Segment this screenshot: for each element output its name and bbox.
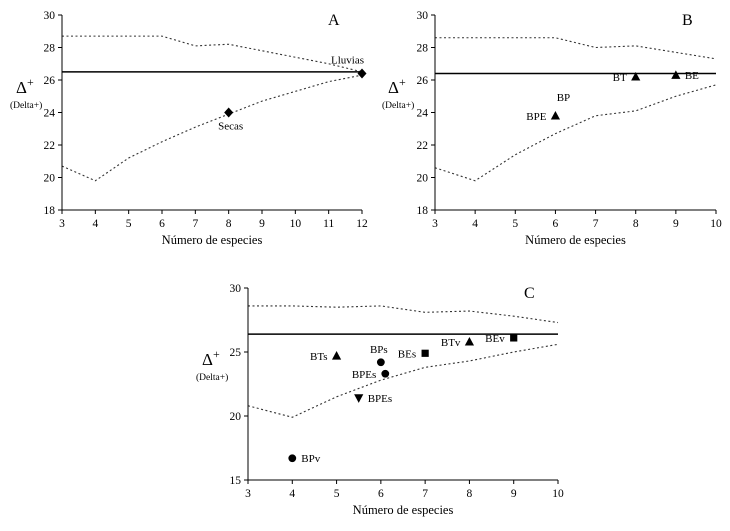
lower-confidence-limit-line [247, 343, 559, 418]
point-label: BTs [310, 351, 328, 363]
panel-letter: C [524, 285, 535, 302]
x-tick-label: 6 [159, 218, 165, 230]
diamond-marker [224, 107, 234, 118]
chart-panel-b: 18 20 22 24 26 28 30 3 4 5 6 7 8 9 10 BPE BP BT BE Δ+ (Delta… [378, 3, 728, 255]
x-tick-label: 9 [259, 218, 265, 230]
y-axis-sublabel: (Delta+) [10, 100, 42, 111]
lower-confidence-limit-line [61, 74, 363, 182]
y-axis-label: Δ+ [202, 347, 220, 369]
lower-confidence-limit-line [434, 84, 717, 182]
triangle-up-marker [331, 351, 342, 360]
x-axis-title: Número de especies [353, 503, 454, 517]
chart-panel-c: 15 20 25 30 3 4 5 6 7 8 9 10 BTs BPs BPEs BEs BTv BEv BPEs… [192, 276, 570, 531]
x-tick-label: 7 [192, 218, 198, 230]
triangle-up-marker [464, 336, 475, 346]
square-marker [421, 349, 429, 357]
point-label: BPv [301, 453, 320, 465]
y-tick-label: 24 [44, 108, 56, 120]
x-tick-label: 10 [552, 488, 564, 500]
point-label: Secas [218, 121, 243, 133]
y-tick-label: 20 [230, 411, 242, 423]
upper-confidence-limit-line [62, 35, 363, 73]
triangle-down-marker [354, 394, 364, 403]
x-axis-title: Número de especies [525, 233, 626, 247]
x-tick-label: 3 [432, 218, 438, 230]
y-axis-sublabel: (Delta+) [382, 100, 414, 111]
y-tick-label: 28 [417, 43, 429, 55]
y-tick-label: 22 [44, 140, 56, 152]
y-tick-label: 30 [417, 10, 429, 22]
x-tick-label: 10 [290, 218, 302, 230]
y-tick-label: 20 [44, 173, 56, 185]
x-tick-label: 4 [472, 218, 478, 230]
chart-svg-b: 18 20 22 24 26 28 30 3 4 5 6 7 8 9 10 BPE BP BT BE Δ+ (Delta… [382, 10, 722, 247]
x-tick-label: 6 [553, 218, 559, 230]
x-tick-label: 3 [59, 218, 65, 230]
y-tick-label: 26 [417, 75, 429, 87]
point-label: BPEs [352, 369, 376, 381]
x-tick-label: 9 [673, 218, 679, 230]
triangle-up-marker [631, 71, 641, 81]
point-label: BEv [485, 333, 505, 345]
y-tick-label: 22 [417, 140, 429, 152]
x-tick-label: 5 [126, 218, 132, 230]
x-tick-label: 5 [512, 218, 518, 230]
circle-marker [288, 454, 297, 463]
point-label: BPs [370, 344, 388, 356]
point-label: BE [685, 70, 699, 82]
x-tick-label: 9 [511, 488, 517, 500]
x-tick-label: 12 [356, 218, 368, 230]
y-tick-label: 30 [44, 10, 56, 22]
point-label: BPE [526, 111, 546, 123]
point-label: BEs [398, 348, 416, 360]
circle-marker [381, 369, 390, 378]
y-tick-label: 30 [230, 283, 242, 295]
triangle-up-marker [550, 110, 561, 120]
x-tick-label: 6 [378, 488, 384, 500]
y-axis-label: Δ+ [388, 75, 406, 97]
x-axis-title: Número de especies [162, 233, 263, 247]
point-label: BTv [441, 337, 461, 349]
y-tick-label: 20 [417, 173, 429, 185]
x-tick-label: 4 [289, 488, 295, 500]
chart-svg-c: 15 20 25 30 3 4 5 6 7 8 9 10 BTs BPs BPEs BEs BTv BEv BPEs… [196, 283, 564, 517]
panel-letter: B [682, 12, 693, 29]
y-tick-label: 18 [417, 205, 429, 217]
x-tick-label: 11 [323, 218, 334, 230]
y-tick-label: 15 [230, 475, 242, 487]
x-tick-label: 4 [92, 218, 98, 230]
circle-marker [376, 358, 385, 367]
point-label: Lluvias [331, 55, 364, 67]
y-axis-sublabel: (Delta+) [196, 372, 228, 383]
y-axis-label: Δ+ [16, 75, 34, 97]
y-tick-label: 18 [44, 205, 56, 217]
diamond-marker [357, 68, 367, 79]
x-tick-label: 8 [467, 488, 473, 500]
triangle-up-marker [671, 70, 681, 79]
upper-confidence-limit-line [435, 37, 717, 60]
x-tick-label: 8 [226, 218, 232, 230]
upper-confidence-limit-line [248, 305, 559, 324]
x-tick-label: 5 [334, 488, 340, 500]
y-tick-label: 25 [230, 347, 242, 359]
x-tick-label: 8 [633, 218, 639, 230]
point-label: BPEs [368, 393, 392, 405]
x-tick-label: 10 [710, 218, 722, 230]
y-tick-label: 24 [417, 108, 429, 120]
x-tick-label: 7 [422, 488, 428, 500]
point-label: BT [613, 72, 627, 84]
y-tick-label: 28 [44, 43, 56, 55]
y-tick-label: 26 [44, 75, 56, 87]
chart-panel-a: 18 20 22 24 26 28 30 3 4 5 6 7 8 9 10 11 12 Secas Lluvias Δ… [6, 3, 378, 255]
x-tick-label: 3 [245, 488, 251, 500]
point-label: BP [557, 92, 570, 104]
chart-svg-a: 18 20 22 24 26 28 30 3 4 5 6 7 8 9 10 11 12 Secas Lluvias Δ… [10, 10, 368, 247]
square-marker [510, 334, 518, 342]
panel-letter: A [328, 12, 340, 29]
x-tick-label: 7 [593, 218, 599, 230]
